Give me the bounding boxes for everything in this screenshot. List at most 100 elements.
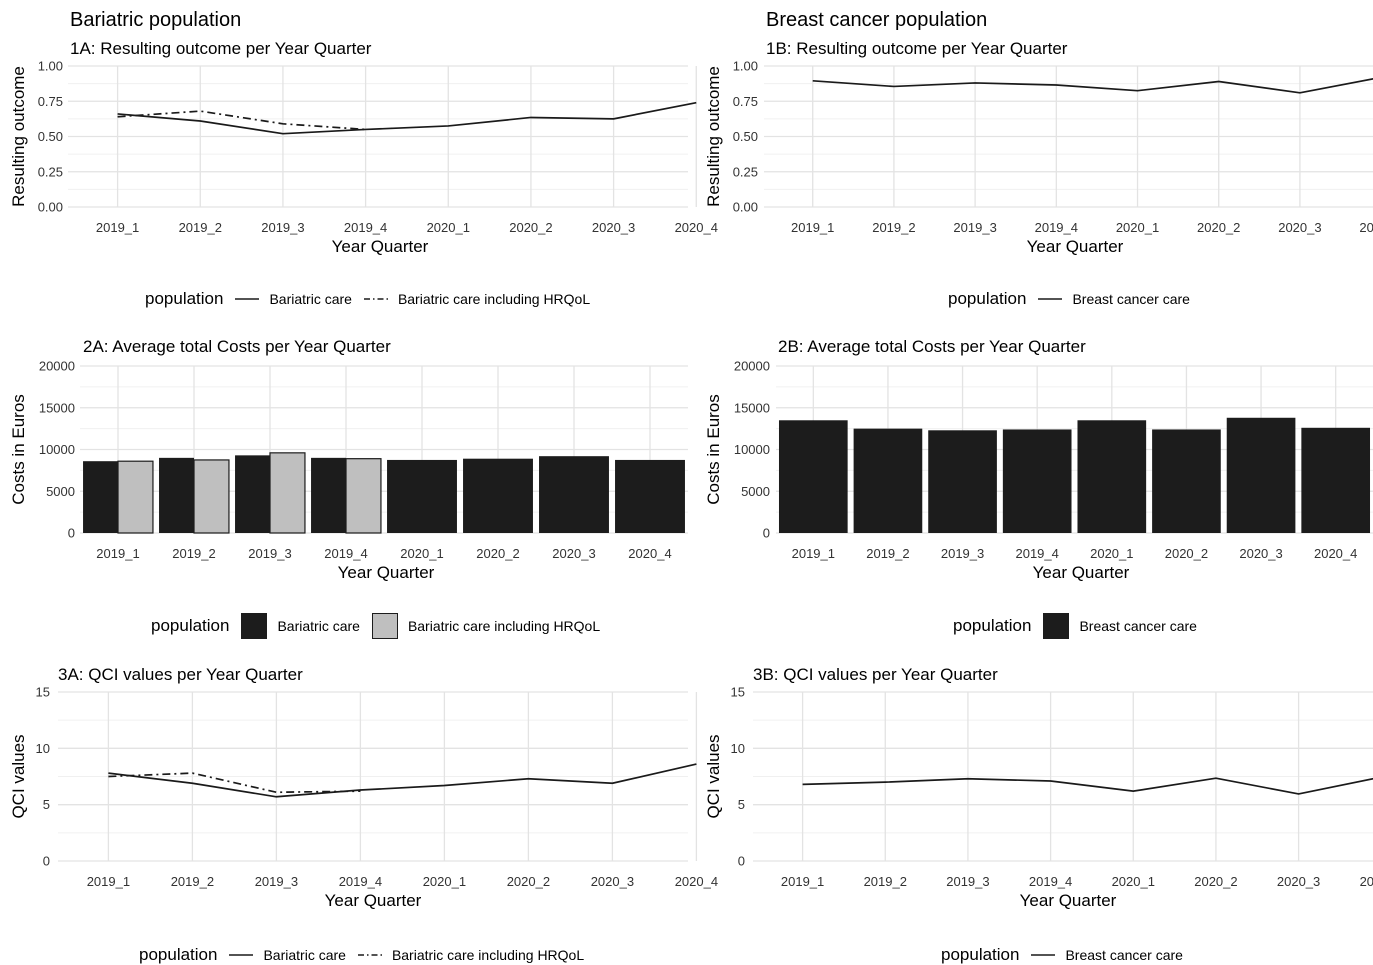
bar [117, 460, 154, 534]
x-tick-label: 2020_4 [675, 220, 718, 235]
y-tick-label: 0.25 [733, 164, 758, 179]
y-tick-label: 10 [731, 741, 745, 756]
x-tick-label: 2020_1 [1112, 874, 1155, 889]
x-tick-label: 2020_2 [476, 546, 519, 561]
x-tick-label: 2020_2 [509, 220, 552, 235]
y-tick-label: 5 [43, 797, 50, 812]
chart-2a: 0 5000 10000 15000 20000 2019_1 2019_2 2019_3 20… [9, 359, 688, 582]
legend-1a-title: population [145, 289, 224, 308]
y-axis-label: QCI values [704, 734, 723, 818]
x-tick-label: 2020_4 [628, 546, 671, 561]
dashdot-line-key-icon [357, 954, 382, 956]
legend-item-bariatric-hrqol: Bariatric care including HRQoL [357, 947, 584, 963]
x-tick-label: 2020_2 [1194, 874, 1237, 889]
bar [1002, 429, 1072, 533]
left-column-title: Bariatric population [70, 9, 242, 31]
panel-3b-title: 3B: QCI values per Year Quarter [753, 665, 998, 684]
x-tick-label: 2019_1 [781, 874, 824, 889]
x-tick-label: 2019_3 [953, 220, 996, 235]
x-tick-label: 2020_4 [1359, 220, 1373, 235]
y-tick-label: 0.00 [38, 200, 63, 215]
series-line [108, 763, 697, 798]
bar [235, 455, 270, 533]
y-tick-label: 5 [738, 797, 745, 812]
legend-item-label: Bariatric care [277, 618, 360, 634]
y-tick-label: 0.50 [733, 129, 758, 144]
x-tick-label: 2020_2 [507, 874, 550, 889]
x-tick-label: 2020_1 [400, 546, 443, 561]
bar [1152, 429, 1221, 533]
legend-1b-title: population [948, 289, 1027, 308]
solid-line-key-icon [1031, 954, 1056, 956]
legend-item-label: Bariatric care including HRQoL [397, 291, 591, 307]
series-line [117, 110, 366, 131]
x-tick-label: 2019_2 [872, 220, 915, 235]
bar [1301, 427, 1371, 533]
panel-3a-title: 3A: QCI values per Year Quarter [58, 665, 303, 684]
dark-fill-key-icon [241, 613, 268, 639]
x-axis-label: Year Quarter [332, 237, 429, 256]
legend-3a: population Bariatric care Bariatric care… [139, 945, 596, 965]
x-tick-label: 2020_2 [1197, 220, 1240, 235]
legend-1b: population Breast cancer care [948, 289, 1202, 309]
x-tick-label: 2019_4 [324, 546, 367, 561]
bar [311, 457, 346, 533]
y-axis-label: Resulting outcome [704, 66, 723, 207]
legend-3b: population Breast cancer care [941, 945, 1195, 965]
x-tick-label: 2020_4 [1360, 874, 1373, 889]
legend-3a-title: population [139, 945, 218, 964]
x-tick-label: 2019_3 [255, 874, 298, 889]
y-tick-label: 10 [36, 741, 50, 756]
x-tick-label: 2019_3 [248, 546, 291, 561]
bar [853, 428, 923, 533]
y-tick-label: 0 [763, 526, 770, 541]
legend-item-bariatric: Bariatric care [241, 613, 360, 639]
x-tick-label: 2020_4 [675, 874, 718, 889]
y-tick-label: 0 [43, 854, 50, 869]
x-tick-label: 2020_1 [427, 220, 470, 235]
legend-2a: population Bariatric care Bariatric care… [151, 613, 612, 639]
x-axis-label: Year Quarter [1027, 237, 1124, 256]
x-tick-label: 2019_1 [96, 220, 139, 235]
legend-item-bariatric: Bariatric care [229, 947, 346, 963]
bar [1077, 420, 1147, 533]
bar [159, 457, 194, 533]
x-tick-label: 2019_2 [171, 874, 214, 889]
x-axis-label: Year Quarter [1033, 563, 1130, 582]
chart-1a: 0.00 0.25 0.50 0.75 1.00 2019_1 2019_2 2019_3 20… [9, 59, 718, 257]
bar [615, 459, 685, 533]
bar [83, 461, 118, 533]
x-tick-label: 2020_3 [591, 874, 634, 889]
series-line [802, 777, 1373, 795]
dashdot-line-key-icon [363, 298, 388, 300]
x-tick-label: 2019_1 [792, 546, 835, 561]
right-column-title: Breast cancer population [766, 9, 988, 31]
y-tick-label: 20000 [39, 359, 75, 374]
panel-2b-title: 2B: Average total Costs per Year Quarter [778, 337, 1086, 356]
x-tick-label: 2020_3 [592, 220, 635, 235]
chart-3a: 0 5 10 15 2019_1 2019_2 2019_3 2019_4 2020_1 2020… [9, 685, 718, 911]
y-axis-label: Resulting outcome [9, 66, 28, 207]
solid-line-key-icon [1038, 298, 1063, 300]
legend-3b-title: population [941, 945, 1020, 964]
y-tick-label: 0.75 [733, 94, 758, 109]
y-tick-label: 0.75 [38, 94, 63, 109]
x-tick-label: 2019_2 [172, 546, 215, 561]
legend-2b-title: population [953, 616, 1032, 635]
panel-1a-title: 1A: Resulting outcome per Year Quarter [70, 39, 372, 58]
x-tick-label: 2019_4 [1029, 874, 1072, 889]
series-line [108, 772, 361, 794]
chart-3b: 0 5 10 15 2019_1 2019_2 2019_3 2019_4 2020_1 2020… [704, 685, 1373, 910]
bar [928, 430, 997, 533]
y-tick-label: 0.50 [38, 129, 63, 144]
x-tick-label: 2019_1 [96, 546, 139, 561]
bar [387, 459, 457, 533]
y-tick-label: 0 [738, 854, 745, 869]
x-axis-label: Year Quarter [325, 891, 422, 910]
legend-2a-title: population [151, 616, 230, 635]
legend-item-breast: Breast cancer care [1031, 947, 1183, 963]
x-tick-label: 2019_3 [261, 220, 304, 235]
series-line [812, 77, 1373, 94]
panel-2a-title: 2A: Average total Costs per Year Quarter [83, 337, 391, 356]
x-tick-label: 2020_3 [1277, 874, 1320, 889]
